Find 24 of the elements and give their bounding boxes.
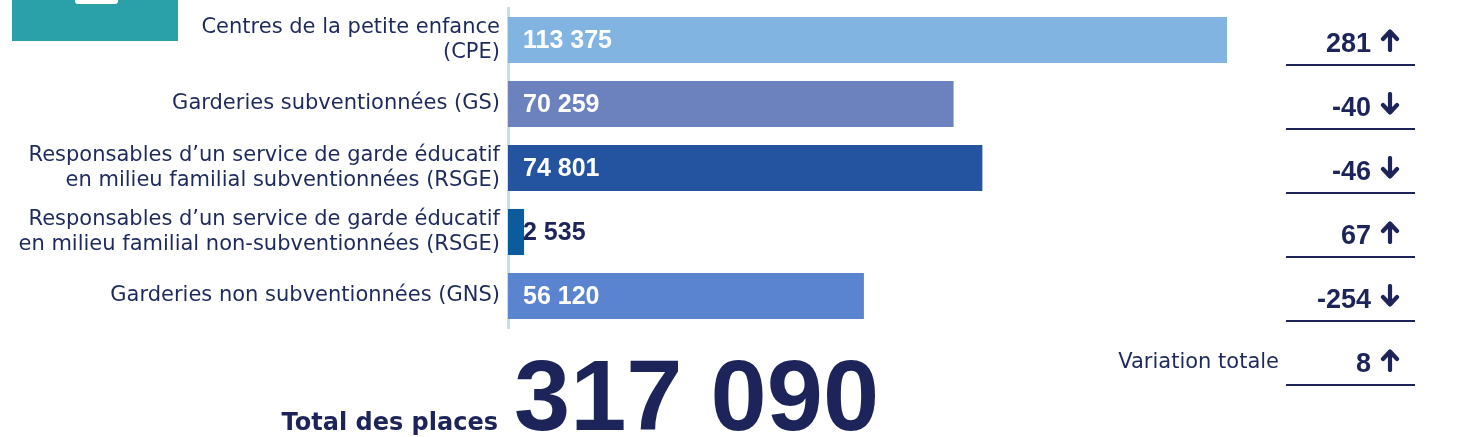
data-label: 56 120: [523, 280, 600, 309]
text: -254: [1315, 284, 1371, 314]
text: 317 090: [514, 339, 880, 437]
text: Total des places: [280, 408, 498, 436]
y-tick-label: Responsables d’un service de garde éducatif en milieu familial subventionnées (RSGE): [28, 142, 501, 191]
bar: [508, 144, 983, 192]
data-label: 74 801: [523, 152, 600, 181]
data-label: 70 259: [523, 88, 600, 117]
data-label: 113 375: [523, 24, 613, 53]
y-tick-label: Garderies subventionnées (GS): [172, 90, 500, 115]
text: 67: [1339, 220, 1371, 250]
text: Variation totale: [1117, 348, 1279, 374]
data-label: 2 535: [523, 216, 586, 245]
bar: [508, 80, 954, 128]
text: 281: [1324, 28, 1371, 58]
y-tick-label: Responsables d’un service de garde éducatif en milieu familial non-subventionnées (RSGE): [18, 206, 501, 255]
bar: [508, 208, 525, 256]
text: -46: [1330, 156, 1371, 186]
text: -40: [1330, 92, 1371, 122]
bar: [508, 16, 1227, 64]
bar: [508, 272, 864, 320]
y-tick-label: Centres de la petite enfance (CPE): [201, 14, 500, 63]
text: 8: [1355, 348, 1371, 378]
y-tick-label: Garderies non subventionnées (GNS): [110, 282, 500, 307]
